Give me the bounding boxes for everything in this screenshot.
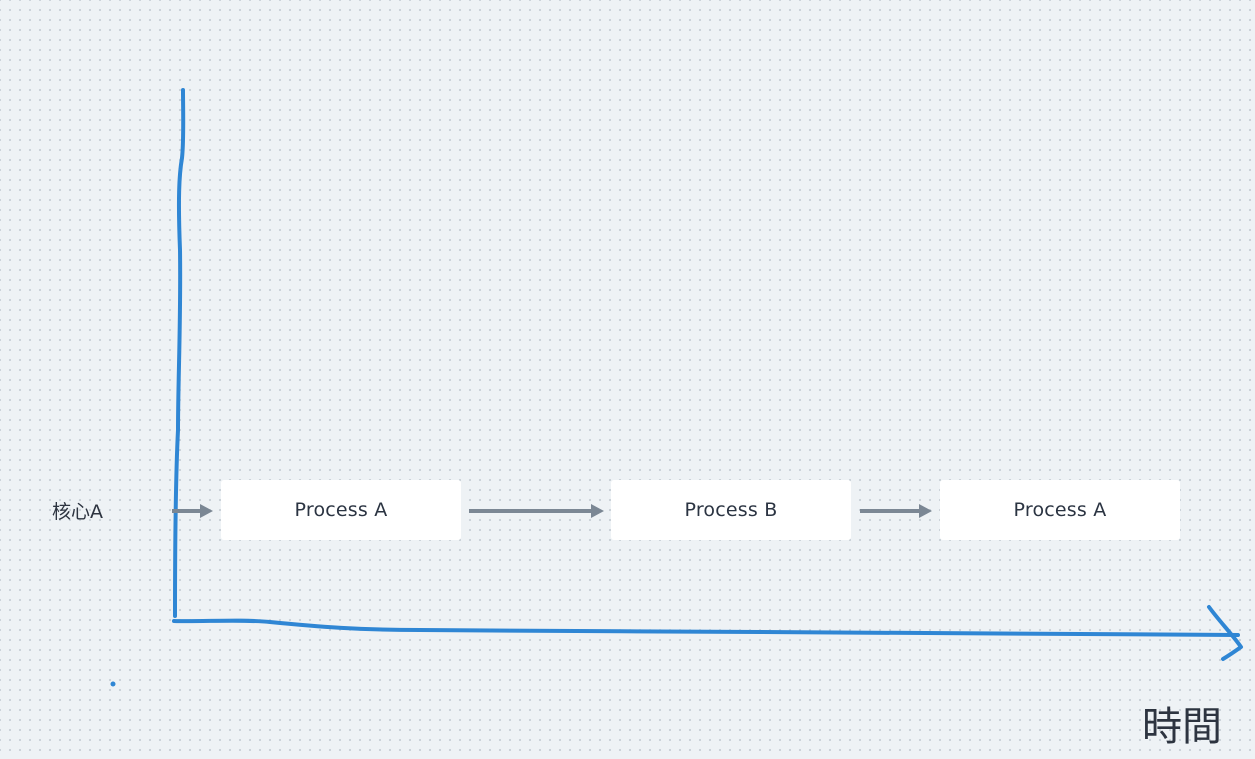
process-box-3-label: Process A [1013, 499, 1107, 521]
y-axis-stroke[interactable] [173, 88, 186, 618]
lane-label[interactable]: 核心A [52, 501, 103, 523]
x-axis-label[interactable]: 時間 [1142, 704, 1222, 750]
process-box-3[interactable]: Process A [940, 480, 1180, 540]
x-axis-stroke[interactable] [172, 618, 1240, 637]
connector-process-2-to-process-3[interactable] [860, 504, 932, 518]
stray-ink-dot[interactable] [110, 681, 116, 687]
connector-process-1-to-process-2[interactable] [469, 504, 604, 518]
process-box-2-label: Process B [684, 499, 778, 521]
connector-lane-to-process-1[interactable] [172, 504, 213, 518]
process-box-1[interactable]: Process A [221, 480, 461, 540]
x-axis-arrowhead[interactable] [1207, 605, 1243, 661]
process-box-2[interactable]: Process B [611, 480, 851, 540]
process-box-1-label: Process A [294, 499, 388, 521]
